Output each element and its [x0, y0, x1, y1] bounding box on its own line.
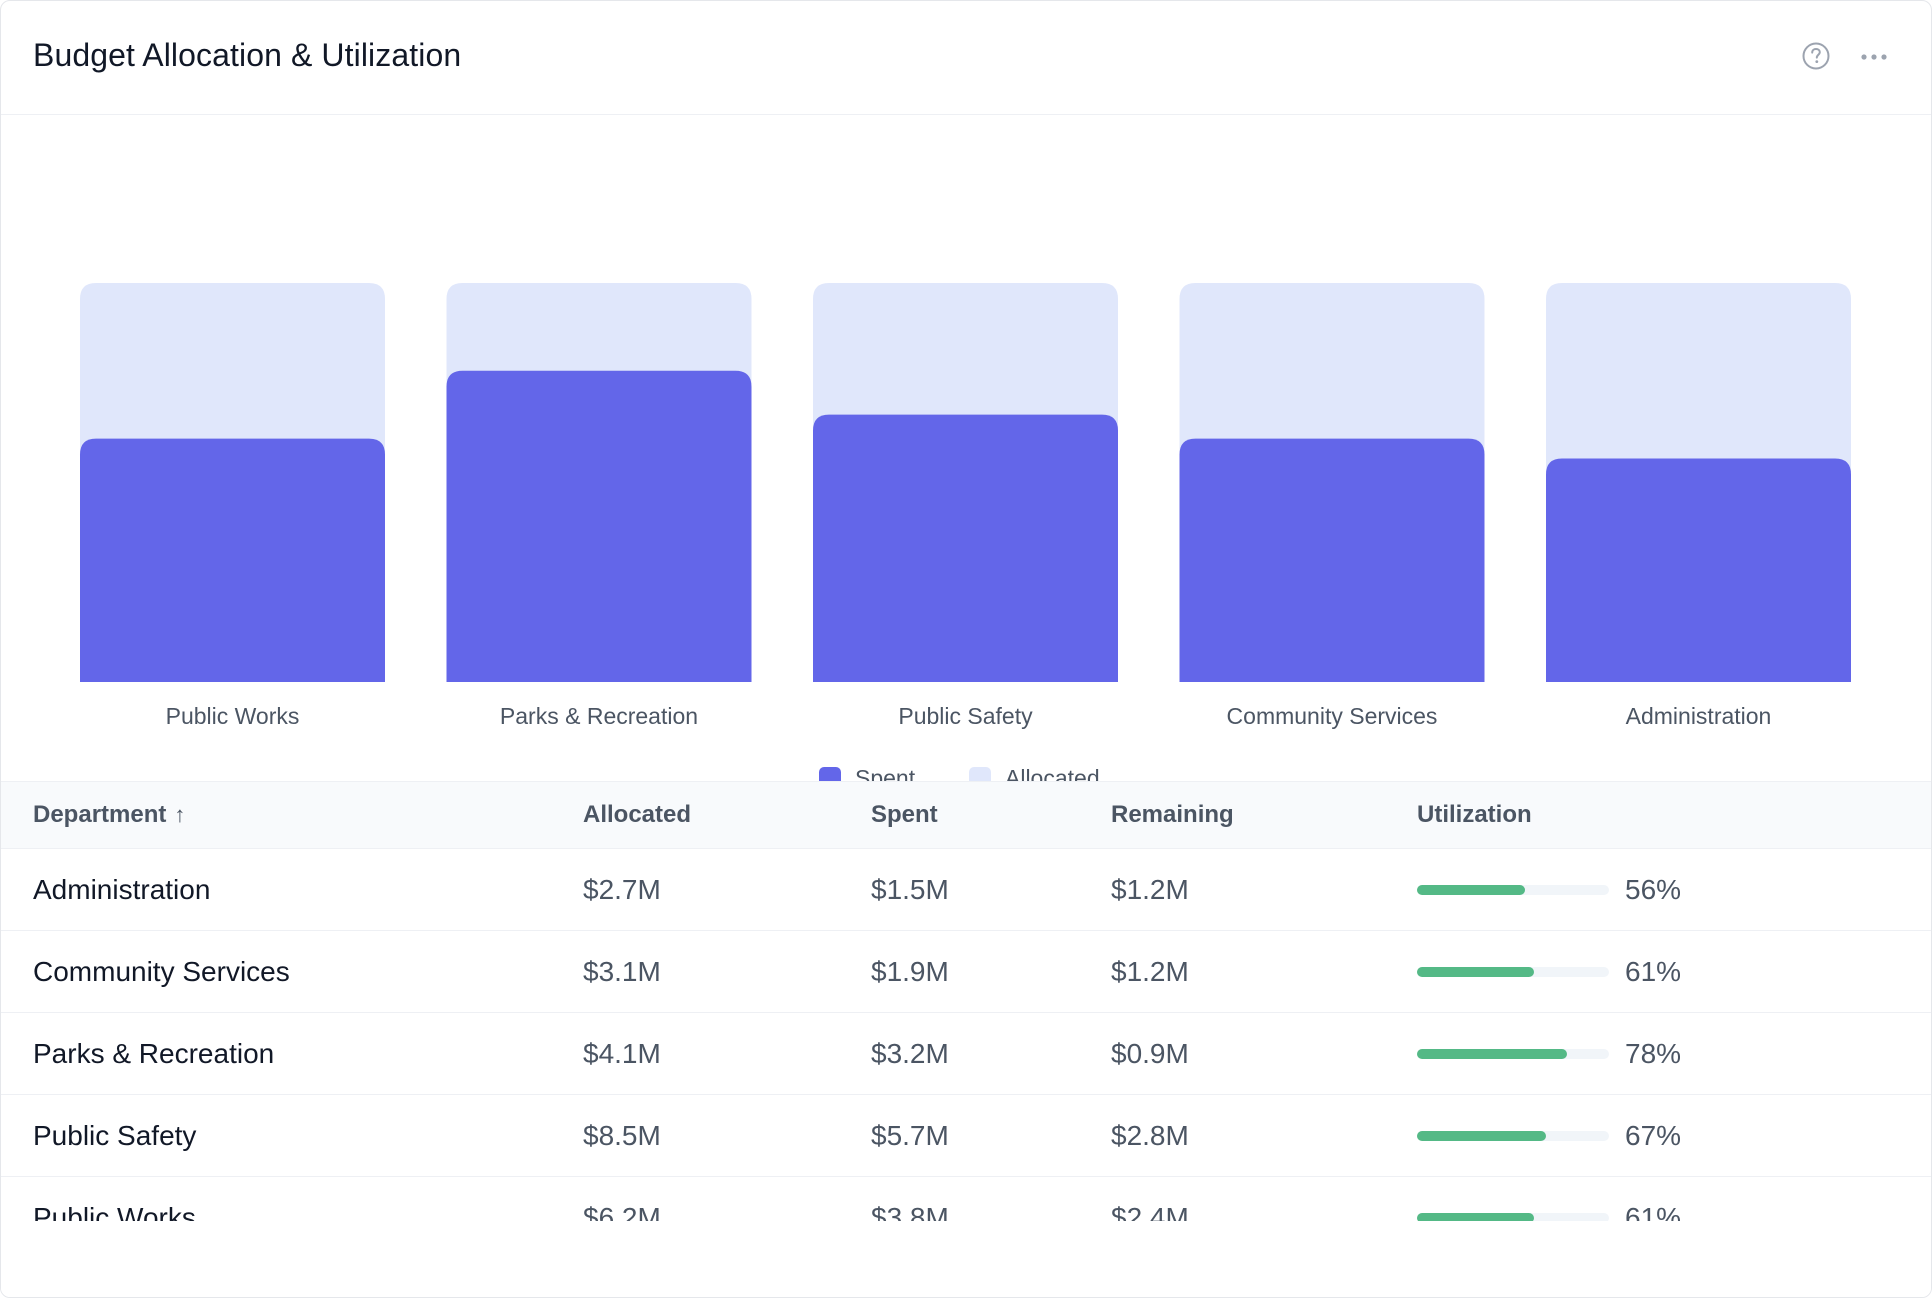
remaining-cell: $2.8M	[1111, 1120, 1189, 1151]
spent-cell: $5.7M	[871, 1120, 949, 1151]
allocated-cell: $6.2M	[583, 1202, 661, 1221]
utilization-bar	[1417, 1049, 1609, 1059]
utilization-percent: 61%	[1625, 1202, 1682, 1221]
spent-cell: $1.9M	[871, 956, 949, 987]
table-row[interactable]: Administration $2.7M $1.5M $1.2M 56%	[1, 849, 1931, 931]
utilization-bar-fill	[1417, 967, 1535, 977]
x-tick-label: Parks & Recreation	[500, 703, 698, 729]
arrow-up-icon: ↑	[174, 802, 186, 827]
table-row[interactable]: Public Works $6.2M $3.8M $2.4M 61%	[1, 1177, 1931, 1221]
utilization-bar-fill	[1417, 1213, 1535, 1221]
column-header-remaining[interactable]: Remaining	[1111, 801, 1234, 828]
remaining-cell: $1.2M	[1111, 956, 1189, 987]
department-cell: Parks & Recreation	[33, 1038, 275, 1069]
x-tick-label: Public Safety	[898, 703, 1033, 729]
allocated-cell: $4.1M	[583, 1038, 661, 1069]
spent-cell: $1.5M	[871, 874, 949, 905]
table-row[interactable]: Parks & Recreation $4.1M $3.2M $0.9M 78%	[1, 1013, 1931, 1095]
department-cell: Public Works	[33, 1202, 196, 1221]
card-header: Budget Allocation & Utilization	[1, 1, 1931, 115]
utilization-bar	[1417, 967, 1609, 977]
column-header-allocated[interactable]: Allocated	[583, 801, 692, 828]
allocated-cell: $3.1M	[583, 956, 661, 987]
x-tick-label: Public Works	[166, 703, 300, 729]
department-cell: Administration	[33, 874, 211, 905]
table-bottom-fade	[1, 1221, 1931, 1297]
column-header-department[interactable]: Department ↑	[33, 782, 185, 848]
utilization-bar	[1417, 1213, 1609, 1221]
remaining-cell: $1.2M	[1111, 874, 1189, 905]
utilization-percent: 78%	[1625, 1038, 1682, 1069]
table-header: Department ↑ Allocated Spent Remaining Ut…	[1, 781, 1931, 849]
column-header-label: Department	[33, 801, 167, 828]
bar-spent-2	[813, 414, 1118, 682]
allocated-cell: $2.7M	[583, 874, 661, 905]
utilization-bar	[1417, 1131, 1609, 1141]
bar-spent-1	[446, 370, 752, 682]
allocated-cell: $8.5M	[583, 1120, 661, 1151]
utilization-bar-fill	[1417, 1131, 1546, 1141]
x-tick-label: Administration	[1626, 703, 1772, 729]
bar-spent-3	[1179, 438, 1485, 682]
table-row[interactable]: Public Safety $8.5M $5.7M $2.8M 67%	[1, 1095, 1931, 1177]
utilization-bar-fill	[1417, 885, 1525, 895]
spent-cell: $3.8M	[871, 1202, 949, 1221]
bar-spent-4	[1546, 458, 1851, 682]
question-circle-icon[interactable]	[1801, 41, 1831, 71]
spent-cell: $3.2M	[871, 1038, 949, 1069]
remaining-cell: $2.4M	[1111, 1202, 1189, 1221]
budget-bar-chart: Public Works Parks & Recreation Public Saf…	[80, 283, 1851, 791]
utilization-bar	[1417, 885, 1609, 895]
utilization-percent: 61%	[1625, 956, 1682, 987]
budget-table: Department ↑ Allocated Spent Remaining Ut…	[1, 781, 1931, 1221]
x-tick-label: Community Services	[1227, 703, 1438, 729]
column-header-spent[interactable]: Spent	[871, 801, 938, 828]
remaining-cell: $0.9M	[1111, 1038, 1189, 1069]
ellipsis-horizontal-icon[interactable]	[1859, 45, 1889, 69]
column-header-utilization[interactable]: Utilization	[1417, 801, 1532, 828]
department-cell: Public Safety	[33, 1120, 197, 1151]
table-row[interactable]: Community Services $3.1M $1.9M $1.2M 61%	[1, 931, 1931, 1013]
bar-spent-0	[80, 438, 385, 682]
card-title: Budget Allocation & Utilization	[33, 37, 462, 73]
utilization-percent: 56%	[1625, 874, 1682, 905]
utilization-bar-fill	[1417, 1049, 1567, 1059]
utilization-percent: 67%	[1625, 1120, 1682, 1151]
department-cell: Community Services	[33, 956, 290, 987]
